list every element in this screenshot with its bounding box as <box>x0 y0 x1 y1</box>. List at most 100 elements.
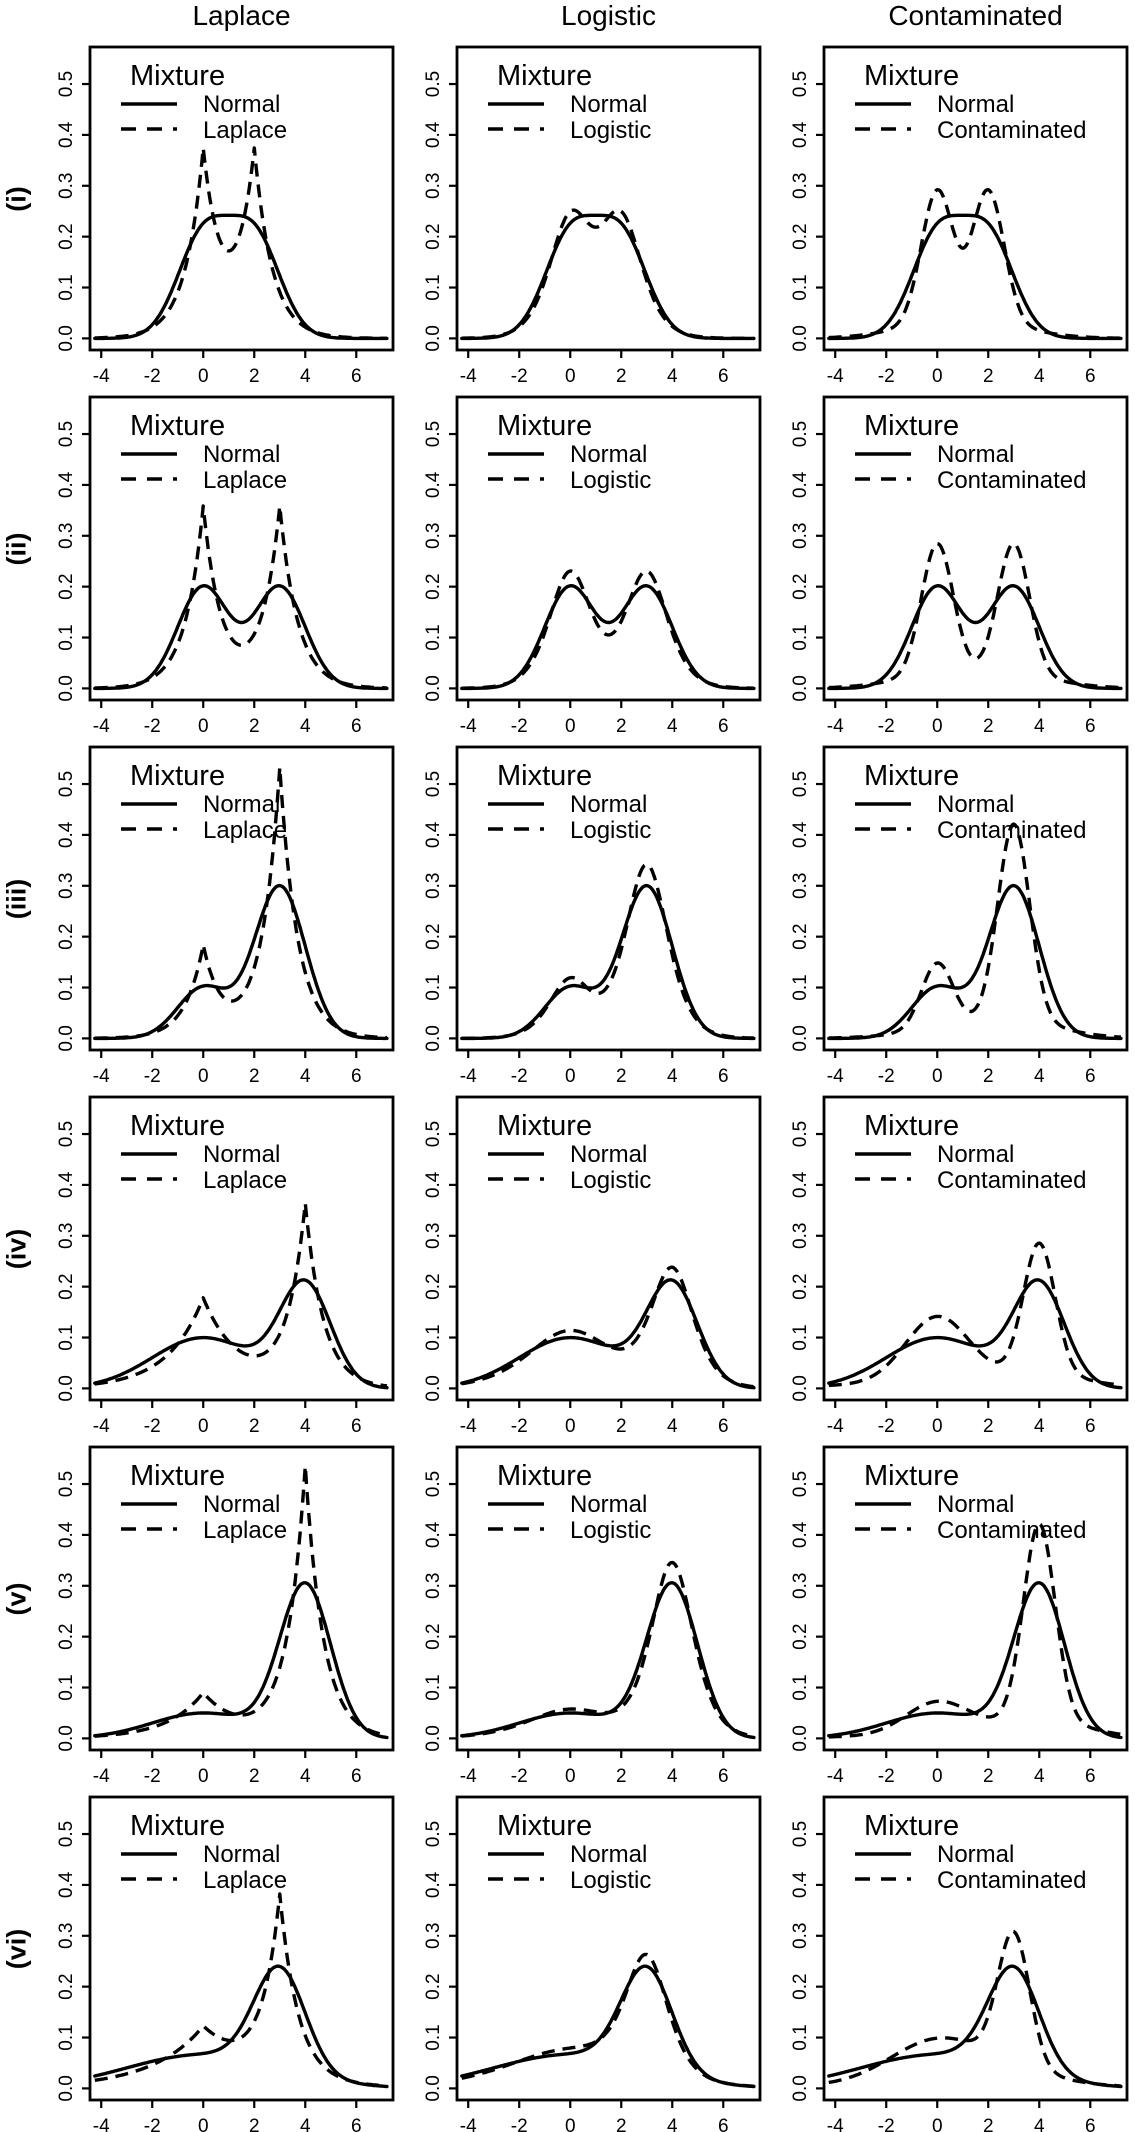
y-axis-tick-label: 0.2 <box>790 1973 811 1999</box>
legend-dashed-label: Laplace <box>203 1867 287 1894</box>
y-axis-tick-label: 0.2 <box>56 923 77 949</box>
density-panel-5-laplace: -4 -2 0 2 4 6 0.0 0.1 0.2 0.3 0.4 0.5 MixtureNormalL… <box>56 1445 395 1782</box>
legend-solid-label: Normal <box>937 1491 1014 1518</box>
legend-solid-label: Normal <box>937 91 1014 118</box>
y-axis-tick-label: 0.4 <box>790 1521 811 1548</box>
y-axis-tick-label: 0.4 <box>790 1871 811 1898</box>
density-panel-1-logistic: -4 -2 0 2 4 6 0.0 0.1 0.2 0.3 0.4 0.5 MixtureNormalL… <box>423 45 762 382</box>
y-axis-tick-label: 0.5 <box>56 771 77 797</box>
x-axis-tick-label: -2 <box>878 716 895 732</box>
legend-dashed-label: Contaminated <box>937 1867 1086 1894</box>
x-axis-tick-label: 6 <box>351 366 362 382</box>
x-axis-tick-label: 6 <box>1085 1766 1096 1782</box>
x-axis-tick-label: 2 <box>249 2116 260 2132</box>
y-axis-tick-label: 0.2 <box>423 1623 444 1649</box>
row-label-container: (v) <box>0 1432 34 1782</box>
x-axis-tick-label: 2 <box>616 1066 627 1082</box>
normal-mixture-curve <box>827 883 1123 1041</box>
x-axis-tick-label: 0 <box>932 1066 943 1082</box>
y-axis-tick-label: 0.5 <box>56 421 77 447</box>
plot-frame <box>822 395 1129 702</box>
x-axis-tick-label: -2 <box>511 1066 528 1082</box>
y-axis-tick-label: 0.4 <box>56 821 77 848</box>
legend-title: Mixture <box>864 1110 959 1142</box>
x-axis-tick-label: 0 <box>932 1416 943 1432</box>
y-axis-tick-label: 0.3 <box>423 1573 444 1599</box>
x-axis-tick-label: 2 <box>983 716 994 732</box>
x-axis-tick-label: -4 <box>460 366 477 382</box>
plot-frame <box>88 45 395 352</box>
x-axis-tick-label: -2 <box>878 1066 895 1082</box>
y-axis-tick-label: 0.0 <box>790 325 811 351</box>
x-axis-tick-label: -2 <box>878 1766 895 1782</box>
plot-frame <box>455 1795 762 2102</box>
legend-dashed-label: Logistic <box>570 1867 651 1894</box>
density-panel-5-logistic: -4 -2 0 2 4 6 0.0 0.1 0.2 0.3 0.4 0.5 MixtureNormalL… <box>423 1445 762 1782</box>
y-axis-tick-label: 0.4 <box>423 121 444 148</box>
row-label: (vi) <box>1 1928 32 1970</box>
y-axis-tick-label: 0.3 <box>56 173 77 199</box>
x-axis-tick-label: -2 <box>511 2116 528 2132</box>
x-axis-tick-label: 6 <box>718 716 729 732</box>
y-axis-tick-label: 0.1 <box>423 974 444 1000</box>
logistic-mixture-curve <box>461 862 755 1040</box>
y-axis-tick-label: 0.3 <box>790 173 811 199</box>
y-axis-tick-label: 0.4 <box>790 1171 811 1198</box>
normal-mixture-curve <box>827 584 1123 691</box>
x-axis-tick-label: 6 <box>351 1066 362 1082</box>
y-axis-tick-label: 0.2 <box>423 1273 444 1299</box>
x-axis-tick-label: 4 <box>300 1766 311 1782</box>
plot-frame <box>822 1095 1129 1402</box>
y-axis-tick-label: 0.1 <box>423 1674 444 1700</box>
legend-solid-label: Normal <box>937 791 1014 818</box>
x-axis-tick-label: 4 <box>300 366 311 382</box>
contaminated-mixture-curve <box>828 188 1122 340</box>
legend-solid-label: Normal <box>570 1141 647 1168</box>
x-axis-tick-label: 0 <box>565 1766 576 1782</box>
plot-frame <box>822 745 1129 1052</box>
density-panel-6-logistic: -4 -2 0 2 4 6 0.0 0.1 0.2 0.3 0.4 0.5 MixtureNormalL… <box>423 1795 762 2132</box>
x-axis-tick-label: 4 <box>667 2116 678 2132</box>
plot-frame <box>455 395 762 702</box>
legend-title: Mixture <box>130 410 225 442</box>
y-axis-tick-label: 0.4 <box>423 821 444 848</box>
y-axis-tick-label: 0.5 <box>423 1471 444 1497</box>
normal-mixture-curve <box>460 213 756 341</box>
y-axis-tick-label: 0.4 <box>56 471 77 498</box>
x-axis-tick-label: 6 <box>718 1066 729 1082</box>
legend-dashed-label: Contaminated <box>937 117 1086 144</box>
x-axis-tick-label: 0 <box>565 1066 576 1082</box>
y-axis-tick-label: 0.0 <box>790 675 811 701</box>
x-axis-tick-label: -2 <box>511 1416 528 1432</box>
plot-frame <box>822 1445 1129 1752</box>
x-axis-tick-label: -4 <box>460 716 477 732</box>
y-axis-tick-label: 0.1 <box>56 2024 77 2050</box>
y-axis-tick-label: 0.0 <box>790 1725 811 1751</box>
legend-solid-label: Normal <box>570 791 647 818</box>
x-axis-tick-label: -2 <box>878 2116 895 2132</box>
x-axis-tick-label: -4 <box>460 1066 477 1082</box>
plot-frame <box>822 45 1129 352</box>
normal-mixture-curve <box>827 213 1123 341</box>
x-axis-tick-label: 6 <box>718 1766 729 1782</box>
y-axis-tick-label: 0.0 <box>56 1725 77 1751</box>
legend-dashed-label: Laplace <box>203 467 287 494</box>
legend-dashed-label: Logistic <box>570 1517 651 1544</box>
x-axis-tick-label: 2 <box>249 1766 260 1782</box>
panel-row-3: (iii) -4 -2 0 2 4 6 0.0 0.1 0.2 0.3 0.4 0.5 Mixture No… <box>0 732 1135 1082</box>
column-title-logistic: Logistic <box>561 0 656 31</box>
density-panel-3-laplace: -4 -2 0 2 4 60.00.10.20.30.40.5 MixtureNormalL… <box>56 745 395 1082</box>
y-axis-tick-label: 0.5 <box>423 421 444 447</box>
normal-mixture-curve <box>93 584 389 691</box>
x-axis-tick-label: -2 <box>511 366 528 382</box>
row-label: (ii) <box>1 532 32 566</box>
x-axis-tick-label: -4 <box>827 2116 844 2132</box>
x-axis-tick-label: 0 <box>198 2116 209 2132</box>
x-axis-tick-label: -2 <box>144 1416 161 1432</box>
laplace-mixture-curve <box>94 504 388 690</box>
y-axis-tick-label: 0.2 <box>56 1273 77 1299</box>
x-axis-tick-label: 4 <box>1034 1066 1045 1082</box>
row-label-container: (i) <box>0 32 34 382</box>
legend-dashed-label: Contaminated <box>937 817 1086 844</box>
